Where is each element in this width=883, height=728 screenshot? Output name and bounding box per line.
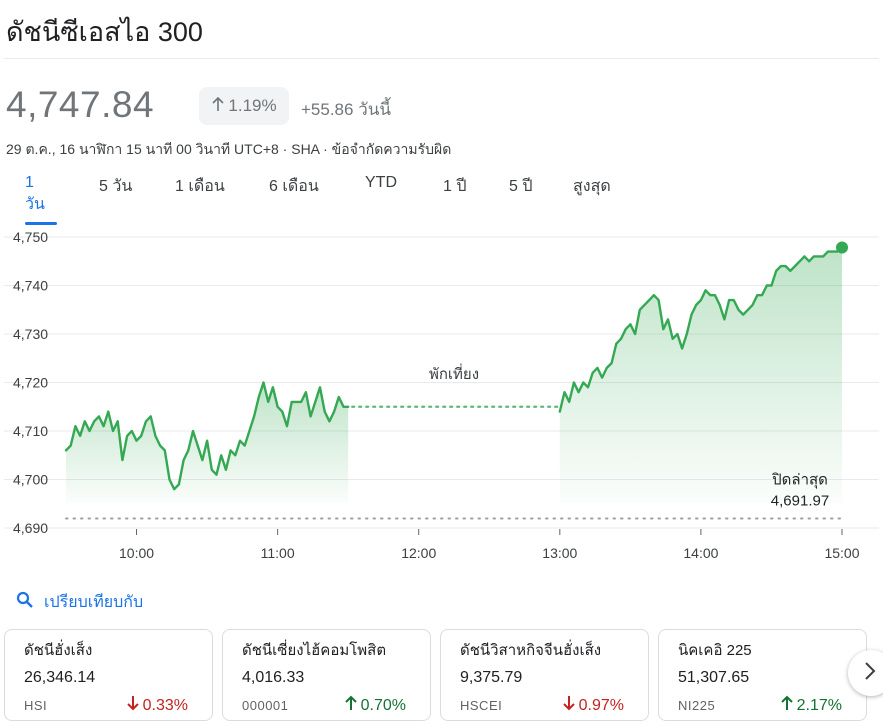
index-card-nikkei[interactable]: นิคเคอิ 225 51,307.65 NI225 2.17% [658,629,867,721]
index-card-shanghai[interactable]: ดัชนีเซี่ยงไฮ้คอมโพสิต 4,016.33 000001 0… [222,629,431,721]
quote-meta: 29 ต.ค., 16 นาฬิกา 15 นาที 00 วินาที UTC… [6,139,451,161]
series-area-fill [559,247,842,503]
percent-change-badge: 1.19% [199,87,289,125]
compare-link[interactable]: เปรียบเทียบกับ [16,590,143,615]
card-price: 4,016.33 [242,669,305,686]
tab-1-month[interactable]: 1 เดือน [175,178,225,195]
arrow-down-icon [126,695,140,716]
card-symbol: HSCEI [460,698,503,713]
y-tick-label: 4,740 [13,278,48,294]
x-tick-label: 12:00 [401,545,436,561]
card-change: 0.33% [126,695,188,716]
card-name: นิคเคอิ 225 [678,642,752,659]
page-title: ดัชนีซีเอสไอ 300 [6,17,203,47]
arrow-up-icon [211,96,225,117]
card-change: 2.17% [780,695,842,716]
y-tick-label: 4,730 [13,326,48,342]
tab-max[interactable]: สูงสุด [573,178,611,195]
tab-6-months[interactable]: 6 เดือน [269,178,319,195]
arrow-up-icon [780,695,794,716]
card-price: 26,346.14 [24,669,96,686]
card-symbol: HSI [24,698,48,713]
y-tick-label: 4,710 [13,423,48,439]
card-symbol: NI225 [678,698,716,713]
tab-ytd[interactable]: YTD [365,174,397,191]
card-name: ดัชนีเซี่ยงไฮ้คอมโพสิต [242,642,387,659]
card-symbol: 000001 [242,698,289,713]
last-price-dot [836,241,848,254]
y-tick-label: 4,750 [13,229,48,245]
price-line [558,246,844,413]
x-tick-label: 15:00 [824,545,859,561]
y-tick-label: 4,700 [13,472,48,488]
quote-meta-text[interactable]: 29 ต.ค., 16 นาฬิกา 15 นาที 00 วินาที UTC… [6,141,452,157]
arrow-down-icon [562,695,576,716]
absolute-change: +55.86 วันนี้ [301,100,391,119]
next-cards-button[interactable] [848,650,883,696]
arrow-up-icon [344,695,358,716]
card-change-text: 0.70% [360,696,406,714]
compare-label: เปรียบเทียบกับ [44,594,144,611]
tab-5-years[interactable]: 5 ปี [509,178,533,195]
card-name: ดัชนีฮั่งเส็ง [24,642,93,659]
x-tick-label: 14:00 [683,545,718,561]
price-chart[interactable]: 4,750 4,740 4,730 4,720 4,710 4,700 4,690 10:00… [0,220,883,570]
card-name: ดัชนีวิสาหกิจจีนฮั่งเส็ง [460,642,602,659]
tab-5-days[interactable]: 5 วัน [99,178,133,195]
lunch-break-label: พักเที่ยง [429,363,479,383]
index-card-hsi[interactable]: ดัชนีฮั่งเส็ง 26,346.14 HSI 0.33% [4,629,213,721]
tab-1-day[interactable]: 1 วัน [25,174,57,225]
divider [4,58,879,59]
y-tick-label: 4,690 [13,520,48,536]
card-change-text: 2.17% [796,696,842,714]
chevron-right-icon [862,661,878,686]
y-tick-label: 4,720 [13,375,48,391]
percent-change-text: 1.19% [228,96,277,115]
current-price: 4,747.84 [6,84,155,125]
tab-1-year[interactable]: 1 ปี [443,178,467,195]
x-tick-label: 11:00 [261,545,295,561]
card-change: 0.97% [562,695,624,716]
x-tick-label: 10:00 [119,545,154,561]
search-icon [16,591,34,614]
range-tabs: 1 วัน 5 วัน 1 เดือน 6 เดือน YTD 1 ปี 5 ป… [25,174,611,225]
card-price: 9,375.79 [460,669,523,686]
x-tick-label: 13:00 [542,545,577,561]
card-change-text: 0.97% [578,696,624,714]
index-card-hscei[interactable]: ดัชนีวิสาหกิจจีนฮั่งเส็ง 9,375.79 HSCEI … [440,629,649,721]
price-line [64,381,350,491]
card-change: 0.70% [344,695,406,716]
card-change-text: 0.33% [142,696,188,714]
card-price: 51,307.65 [678,669,750,686]
